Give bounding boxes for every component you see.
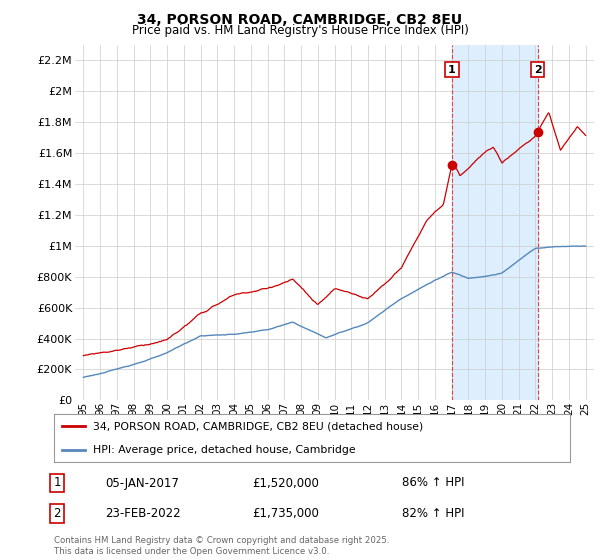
Text: 1: 1 [448,65,456,74]
Text: Contains HM Land Registry data © Crown copyright and database right 2025.
This d: Contains HM Land Registry data © Crown c… [54,536,389,556]
Text: HPI: Average price, detached house, Cambridge: HPI: Average price, detached house, Camb… [92,445,355,455]
Bar [452,45,538,400]
Text: 05-JAN-2017: 05-JAN-2017 [105,477,179,489]
Text: 2: 2 [534,65,541,74]
Text: 34, PORSON ROAD, CAMBRIDGE, CB2 8EU: 34, PORSON ROAD, CAMBRIDGE, CB2 8EU [137,13,463,27]
Text: £1,520,000: £1,520,000 [252,477,319,489]
Text: 82% ↑ HPI: 82% ↑ HPI [402,507,464,520]
Text: 23-FEB-2022: 23-FEB-2022 [105,507,181,520]
Text: 1: 1 [53,477,61,489]
Text: £1,735,000: £1,735,000 [252,507,319,520]
Text: 2: 2 [53,507,61,520]
Text: Price paid vs. HM Land Registry's House Price Index (HPI): Price paid vs. HM Land Registry's House … [131,24,469,37]
Text: 86% ↑ HPI: 86% ↑ HPI [402,477,464,489]
Text: 34, PORSON ROAD, CAMBRIDGE, CB2 8EU (detached house): 34, PORSON ROAD, CAMBRIDGE, CB2 8EU (det… [92,421,423,431]
